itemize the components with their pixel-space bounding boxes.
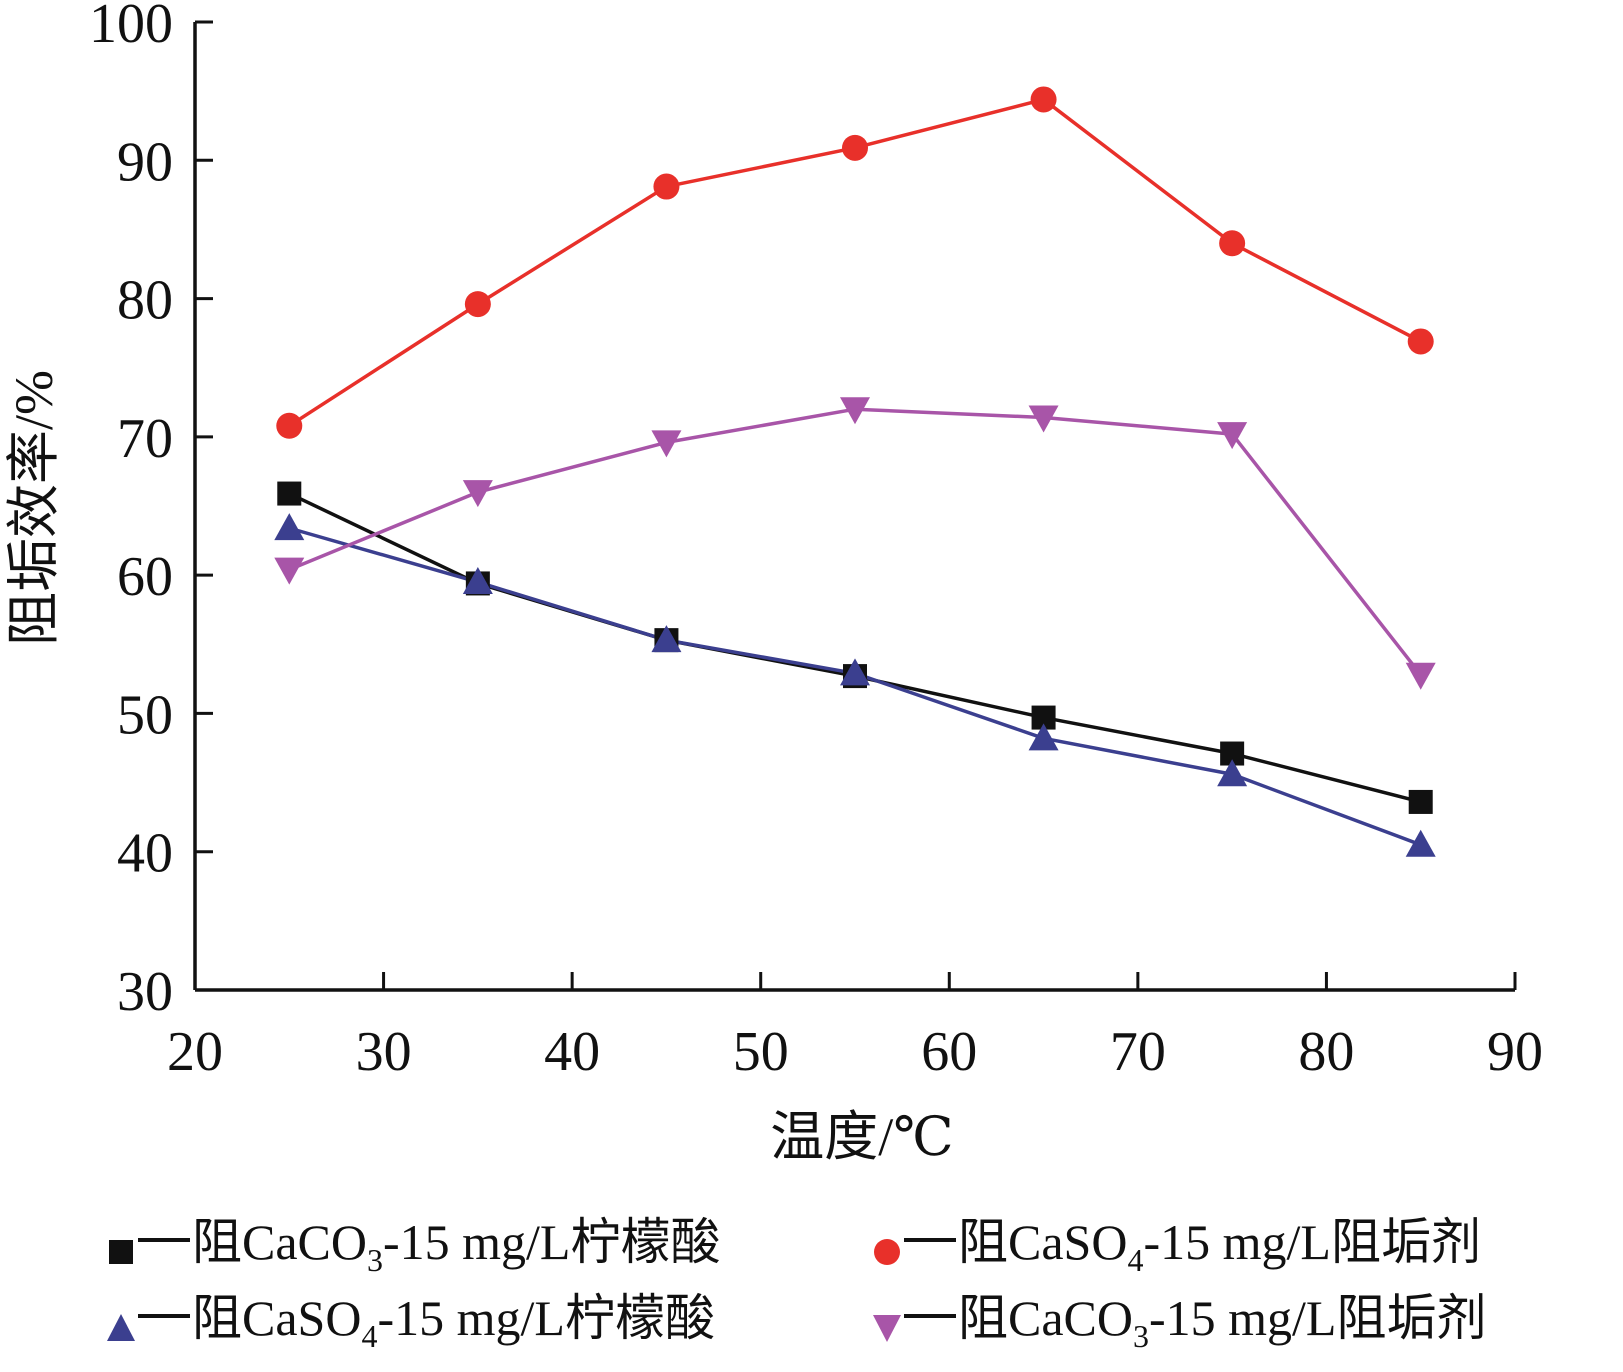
series-line-3 bbox=[288, 407, 1423, 676]
series-line-0 bbox=[288, 491, 1422, 804]
data-point-series-1 bbox=[276, 412, 303, 439]
series-markers bbox=[274, 86, 1436, 857]
x-tick-label: 40 bbox=[544, 1021, 600, 1083]
data-point-series-3 bbox=[1405, 662, 1436, 690]
chart-legend: 阻CaCO3-15 mg/L柠檬酸 阻CaSO4-15 mg/L阻垢剂 阻CaS… bbox=[0, 1205, 1623, 1365]
x-tick-label: 20 bbox=[167, 1021, 223, 1083]
legend-label: 阻CaCO3-15 mg/L柠檬酸 bbox=[192, 1213, 721, 1278]
data-point-series-0 bbox=[1408, 789, 1433, 814]
y-tick-label: 70 bbox=[117, 408, 173, 470]
circle-marker-icon bbox=[870, 1223, 904, 1265]
y-axis-label: 阻垢效率/% bbox=[4, 370, 64, 646]
y-tick-label: 40 bbox=[117, 823, 173, 885]
x-tick-label: 30 bbox=[356, 1021, 412, 1083]
y-tick-label: 100 bbox=[89, 0, 173, 55]
data-point-series-1 bbox=[464, 291, 491, 318]
data-point-series-0 bbox=[277, 481, 302, 506]
y-tick-label: 80 bbox=[117, 270, 173, 332]
data-point-series-3 bbox=[1217, 422, 1248, 450]
data-point-series-1 bbox=[653, 173, 680, 200]
x-tick-label: 80 bbox=[1298, 1021, 1354, 1083]
legend-label: 阻CaCO3-15 mg/L阻垢剂 bbox=[958, 1289, 1487, 1354]
data-point-series-2 bbox=[462, 567, 493, 595]
data-point-series-1 bbox=[842, 134, 868, 161]
data-point-series-3 bbox=[462, 480, 493, 508]
data-point-series-3 bbox=[1028, 405, 1059, 433]
y-tick-label: 50 bbox=[117, 684, 173, 746]
data-point-series-2 bbox=[840, 658, 870, 686]
legend-line-icon bbox=[904, 1314, 956, 1318]
data-point-series-1 bbox=[1219, 230, 1246, 257]
data-point-series-2 bbox=[651, 625, 682, 653]
triangle-up-marker-icon bbox=[104, 1299, 138, 1341]
legend-line-icon bbox=[138, 1238, 190, 1242]
data-point-series-2 bbox=[1217, 759, 1248, 787]
data-point-series-2 bbox=[274, 513, 305, 541]
data-point-series-2 bbox=[1028, 723, 1059, 751]
legend-item-series-2: 阻CaSO4-15 mg/L柠檬酸 bbox=[104, 1281, 715, 1354]
data-point-series-3 bbox=[840, 397, 870, 425]
legend-label: 阻CaSO4-15 mg/L阻垢剂 bbox=[958, 1213, 1481, 1278]
y-tick-label: 30 bbox=[117, 961, 173, 1023]
x-axis-label: 温度/℃ bbox=[770, 1107, 953, 1167]
data-point-series-2 bbox=[1405, 829, 1436, 857]
data-point-series-3 bbox=[651, 430, 682, 458]
series-lines bbox=[288, 97, 1423, 847]
legend-item-series-0: 阻CaCO3-15 mg/L柠檬酸 bbox=[104, 1205, 720, 1278]
square-marker-icon bbox=[104, 1223, 138, 1264]
legend-line-icon bbox=[904, 1238, 956, 1242]
legend-line-icon bbox=[138, 1314, 190, 1318]
data-point-series-1 bbox=[1030, 86, 1057, 113]
data-point-series-3 bbox=[274, 557, 305, 585]
x-tick-label: 70 bbox=[1110, 1021, 1166, 1083]
legend-item-series-3: 阻CaCO3-15 mg/L阻垢剂 bbox=[870, 1281, 1486, 1354]
x-tick-label: 90 bbox=[1487, 1021, 1543, 1083]
legend-item-series-1: 阻CaSO4-15 mg/L阻垢剂 bbox=[870, 1205, 1481, 1278]
data-point-series-1 bbox=[1407, 328, 1434, 355]
y-tick-label: 90 bbox=[117, 131, 173, 193]
triangle-down-marker-icon bbox=[870, 1299, 904, 1342]
y-tick-label: 60 bbox=[117, 546, 173, 608]
x-tick-label: 50 bbox=[733, 1021, 789, 1083]
x-tick-label: 60 bbox=[921, 1021, 977, 1083]
legend-label: 阻CaSO4-15 mg/L柠檬酸 bbox=[192, 1289, 715, 1354]
